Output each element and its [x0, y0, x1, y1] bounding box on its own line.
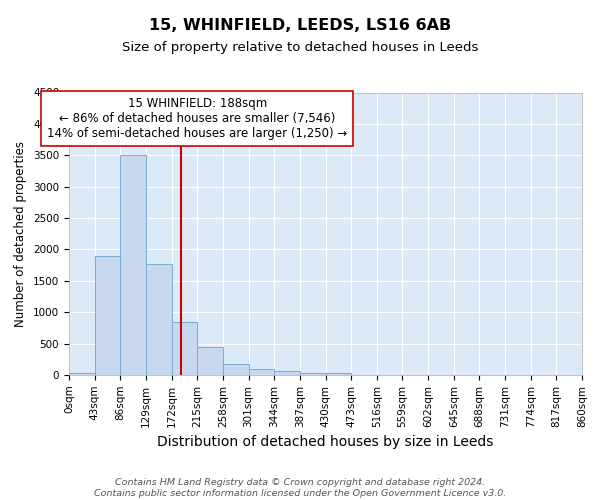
Bar [274, 371, 300, 375]
Bar [223, 364, 248, 375]
Bar [95, 256, 121, 375]
Bar [248, 368, 274, 375]
Bar [146, 264, 172, 375]
Text: 15, WHINFIELD, LEEDS, LS16 6AB: 15, WHINFIELD, LEEDS, LS16 6AB [149, 18, 451, 32]
Text: 15 WHINFIELD: 188sqm
← 86% of detached houses are smaller (7,546)
14% of semi-de: 15 WHINFIELD: 188sqm ← 86% of detached h… [47, 97, 347, 140]
X-axis label: Distribution of detached houses by size in Leeds: Distribution of detached houses by size … [157, 435, 494, 449]
Y-axis label: Number of detached properties: Number of detached properties [14, 141, 28, 327]
Bar [300, 373, 325, 375]
Bar [197, 347, 223, 375]
Text: Contains HM Land Registry data © Crown copyright and database right 2024.
Contai: Contains HM Land Registry data © Crown c… [94, 478, 506, 498]
Bar [69, 373, 95, 375]
Bar [121, 156, 146, 375]
Bar [172, 322, 197, 375]
Text: Size of property relative to detached houses in Leeds: Size of property relative to detached ho… [122, 41, 478, 54]
Bar [325, 373, 351, 375]
